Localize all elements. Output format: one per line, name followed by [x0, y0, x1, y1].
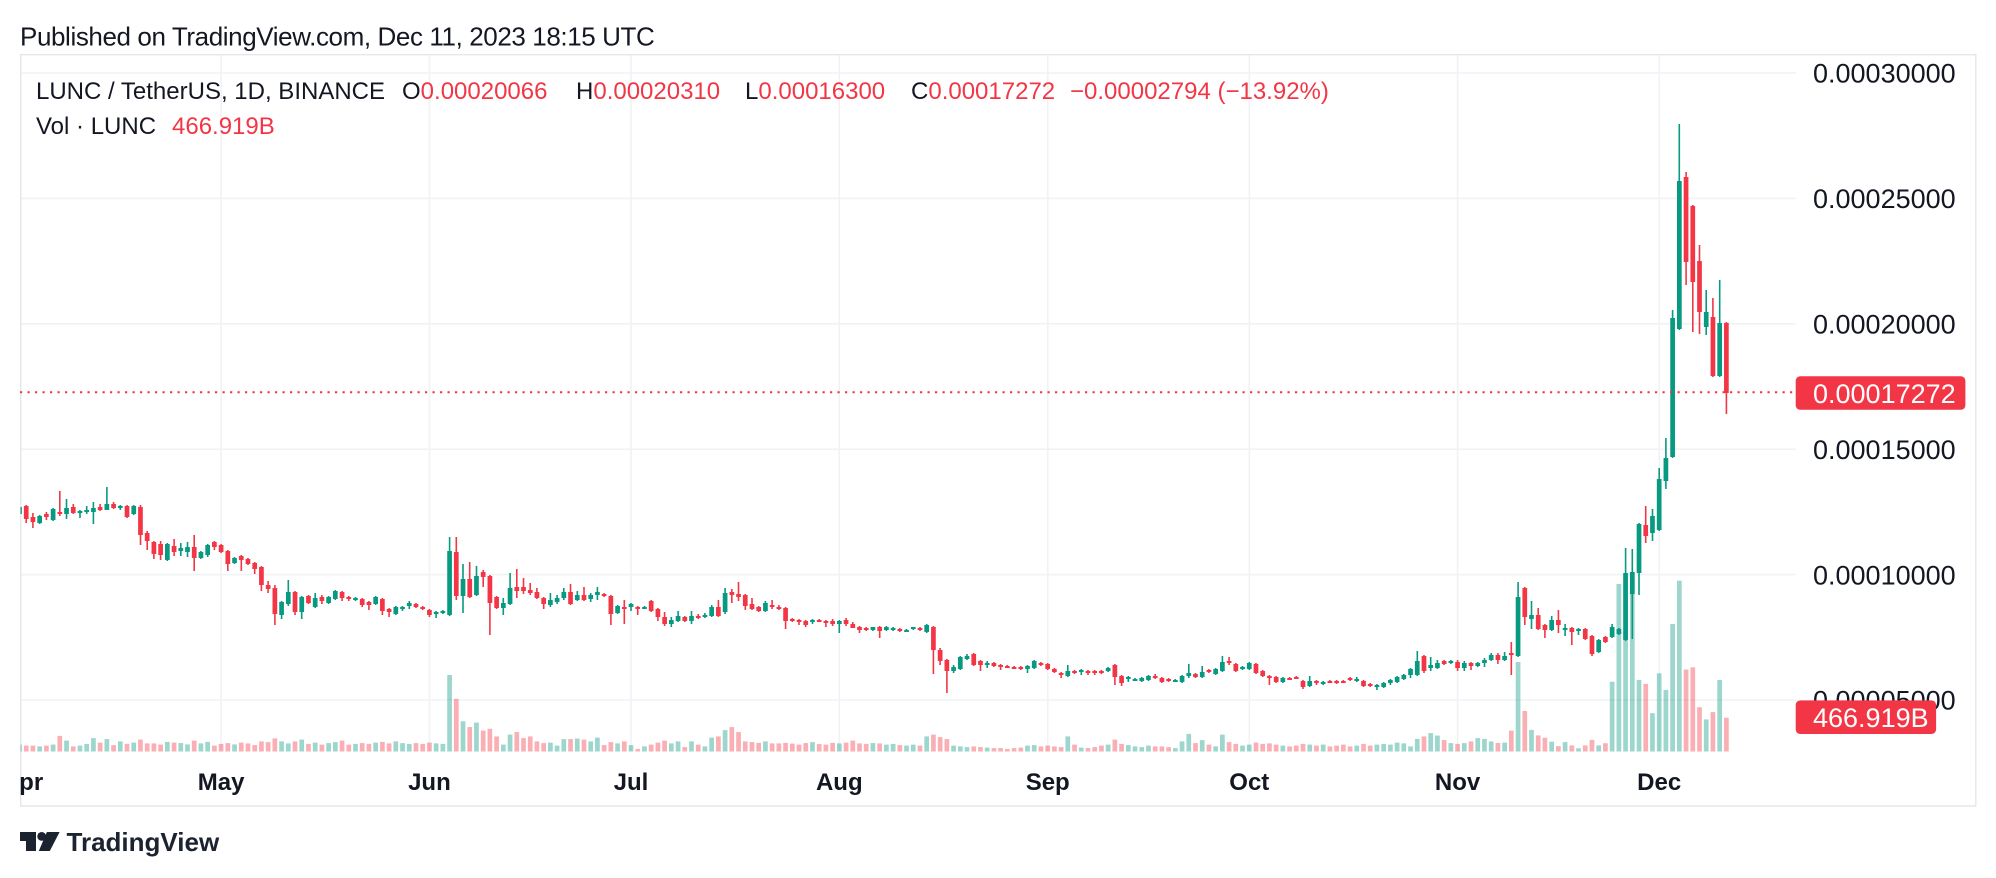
svg-text:O0.00020066: O0.00020066 [402, 78, 547, 105]
svg-text:Jul: Jul [614, 769, 649, 796]
svg-text:466.919B: 466.919B [172, 113, 275, 140]
svg-text:0.00030000: 0.00030000 [1813, 59, 1956, 89]
svg-text:0.00017272: 0.00017272 [1813, 379, 1956, 409]
svg-text:0.00010000: 0.00010000 [1813, 560, 1956, 590]
svg-text:C0.00017272: C0.00017272 [911, 78, 1055, 105]
svg-text:TradingView: TradingView [67, 827, 220, 857]
svg-text:Nov: Nov [1435, 769, 1481, 796]
svg-text:Oct: Oct [1229, 769, 1269, 796]
svg-text:Jun: Jun [408, 769, 451, 796]
svg-text:466.919B: 466.919B [1813, 703, 1929, 733]
svg-text:L0.00016300: L0.00016300 [745, 78, 885, 105]
svg-text:0.00025000: 0.00025000 [1813, 184, 1956, 214]
svg-text:LUNC / TetherUS, 1D, BINANCE: LUNC / TetherUS, 1D, BINANCE [36, 78, 385, 105]
svg-text:Published on TradingView.com,: Published on TradingView.com, Dec 11, 20… [20, 22, 654, 52]
svg-text:−0.00002794 (−13.92%): −0.00002794 (−13.92%) [1070, 78, 1329, 105]
svg-text:Apr: Apr [2, 769, 43, 796]
svg-text:Sep: Sep [1026, 769, 1070, 796]
svg-text:May: May [198, 769, 245, 796]
svg-text:H0.00020310: H0.00020310 [576, 78, 720, 105]
svg-text:Aug: Aug [816, 769, 863, 796]
svg-text:Dec: Dec [1637, 769, 1681, 796]
svg-text:Vol · LUNC: Vol · LUNC [36, 113, 156, 140]
svg-text:0.00020000: 0.00020000 [1813, 310, 1956, 340]
svg-text:0.00015000: 0.00015000 [1813, 435, 1956, 465]
